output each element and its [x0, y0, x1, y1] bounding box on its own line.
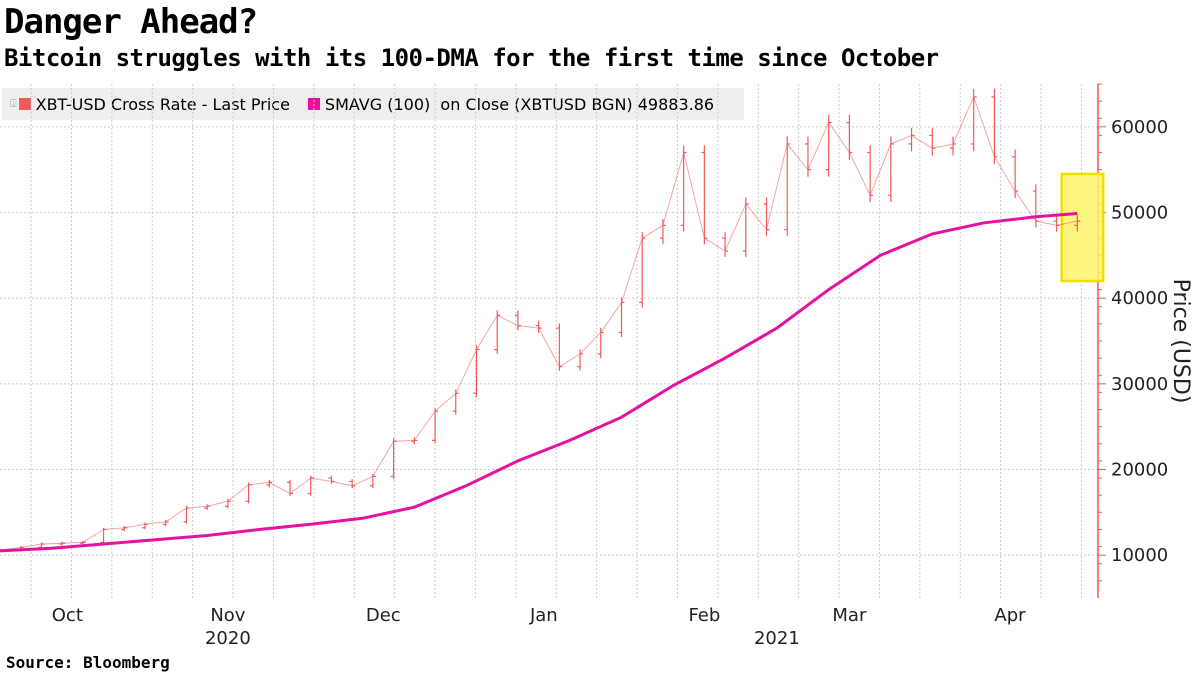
- year-label: 2020: [205, 628, 251, 649]
- chart-subtitle: Bitcoin struggles with its 100-DMA for t…: [4, 44, 939, 72]
- y-axis-title: Price (USD): [1168, 279, 1193, 404]
- highlight-box: [1060, 172, 1105, 283]
- price-bar: [1053, 214, 1060, 232]
- month-label: Jan: [529, 605, 558, 626]
- price-bar: [1074, 214, 1081, 232]
- price-bar: [929, 127, 936, 156]
- y-tick-label: 40000: [1111, 288, 1168, 309]
- price-bar: [804, 136, 811, 177]
- month-label: Dec: [366, 605, 401, 626]
- sma-line: [0, 212, 1078, 553]
- legend-item-price: ⍗ XBT-USD Cross Rate - Last Price: [10, 95, 290, 114]
- price-series: [0, 88, 1081, 552]
- chart-title: Danger Ahead?: [4, 2, 258, 42]
- month-label: Nov: [210, 605, 245, 626]
- bar-glyph-icon: ⍗: [10, 97, 17, 110]
- price-bar: [224, 499, 231, 509]
- price-bar: [825, 114, 832, 177]
- month-label: Mar: [832, 605, 867, 626]
- month-label: Apr: [994, 605, 1026, 626]
- price-bar: [908, 127, 915, 152]
- legend-label-sma: SMAVG (100) on Close (XBTUSD BGN) 49883.…: [324, 94, 715, 114]
- legend-label-price: XBT-USD Cross Rate - Last Price: [35, 94, 290, 114]
- y-tick-label: 10000: [1111, 545, 1168, 566]
- year-label: 2021: [754, 628, 800, 649]
- price-bar: [494, 310, 501, 354]
- legend: ⍗ XBT-USD Cross Rate - Last Price SMAVG …: [2, 88, 744, 120]
- month-label: Feb: [688, 605, 720, 626]
- y-tick-label: 20000: [1111, 460, 1168, 481]
- y-tick-label: 30000: [1111, 374, 1168, 395]
- price-bar: [100, 527, 107, 544]
- price-bar: [245, 482, 252, 504]
- legend-item-sma: SMAVG (100) on Close (XBTUSD BGN) 49883.…: [307, 94, 715, 114]
- price-bar: [659, 219, 666, 245]
- price-bar: [867, 145, 874, 203]
- price-bar: [328, 475, 335, 484]
- price-swatch: [18, 98, 31, 110]
- price-line: [0, 95, 1078, 551]
- price-bar: [204, 504, 211, 511]
- month-label: Oct: [52, 605, 83, 626]
- price-bar: [577, 349, 584, 371]
- price-bar: [680, 145, 687, 232]
- source-note: Source: Bloomberg: [6, 653, 170, 672]
- price-bar: [722, 232, 729, 257]
- y-tick-label: 60000: [1111, 117, 1168, 138]
- y-tick-label: 50000: [1111, 203, 1168, 224]
- grid-lines: [0, 84, 1098, 598]
- price-bar: [887, 136, 894, 203]
- price-bar: [121, 526, 128, 532]
- price-bar: [432, 407, 439, 444]
